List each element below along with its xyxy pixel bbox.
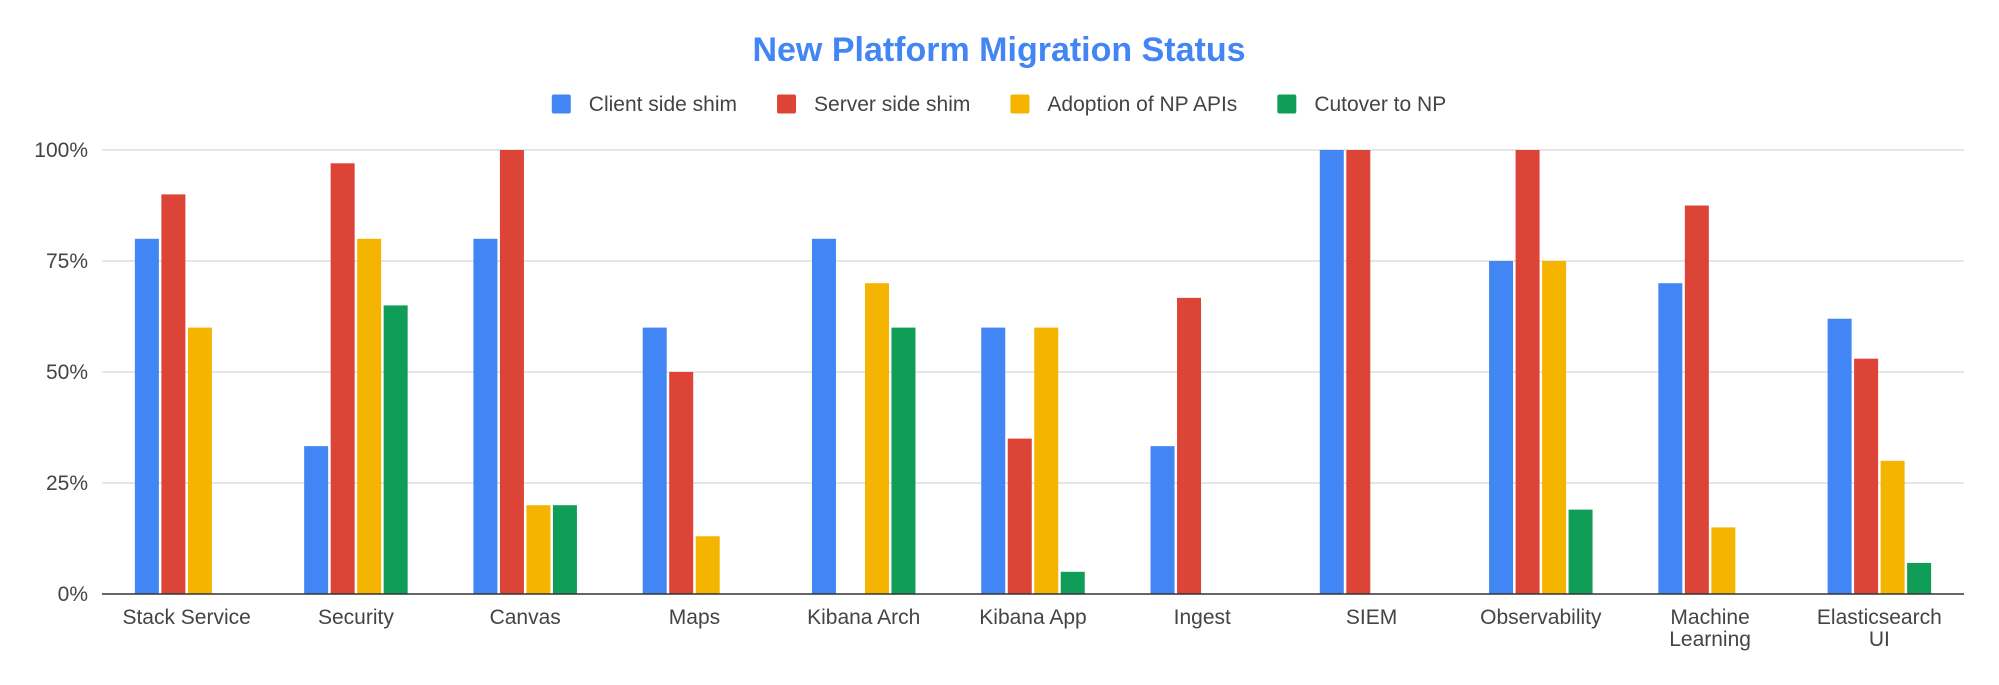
- bar: [1177, 297, 1202, 594]
- x-tick-label: Elasticsearch UI: [1817, 606, 1942, 651]
- legend-item: Client side shim: [551, 93, 737, 116]
- bar: [1568, 509, 1593, 594]
- x-tick-label: Kibana App: [979, 606, 1086, 629]
- y-tick-label: 75%: [46, 250, 88, 273]
- bars: [134, 150, 1932, 595]
- x-tick-label-line: Security: [318, 606, 394, 629]
- x-tick-label-line: Observability: [1480, 606, 1602, 629]
- y-tick-label: 0%: [58, 583, 88, 606]
- bar: [1034, 327, 1059, 594]
- bar: [304, 446, 329, 594]
- bar: [1854, 358, 1879, 594]
- x-tick-label: Observability: [1480, 606, 1602, 629]
- bar: [357, 238, 382, 595]
- legend: Client side shim Server side shim Adoption…: [551, 93, 1446, 116]
- y-tick-label: 100%: [34, 139, 88, 162]
- x-tick-label: Kibana Arch: [807, 606, 920, 629]
- y-tick-label: 50%: [46, 361, 88, 384]
- x-axis-labels: Stack Service Security Canvas Maps Kibana Ar…: [122, 606, 1941, 651]
- bar: [1880, 460, 1905, 594]
- bar: [981, 327, 1006, 594]
- x-tick-label: Ingest: [1174, 606, 1231, 629]
- x-tick-label-line: Learning: [1669, 628, 1751, 651]
- x-tick-label-line: Machine: [1670, 606, 1749, 629]
- bar: [669, 372, 694, 594]
- x-tick-label-line: Ingest: [1174, 606, 1231, 629]
- x-tick-label-line: SIEM: [1346, 606, 1397, 629]
- x-tick-label-line: Kibana App: [979, 606, 1086, 629]
- bar: [1684, 205, 1709, 594]
- bar: [864, 283, 889, 594]
- legend-item: Cutover to NP: [1277, 93, 1446, 116]
- bar: [1515, 150, 1540, 594]
- legend-label: Server side shim: [814, 93, 970, 116]
- bar: [1060, 571, 1085, 594]
- x-tick-label: Stack Service: [122, 606, 250, 629]
- bar: [134, 238, 159, 595]
- bar: [187, 327, 212, 594]
- bar: [1150, 446, 1175, 594]
- x-tick-label: Security: [318, 606, 394, 629]
- bar: [811, 238, 836, 595]
- gridlines: [102, 149, 1964, 484]
- x-tick-label-line: Maps: [669, 606, 720, 629]
- legend-label: Adoption of NP APIs: [1047, 93, 1237, 116]
- legend-swatch: [551, 94, 571, 114]
- x-tick-label-line: Stack Service: [122, 606, 250, 629]
- bar: [1542, 261, 1567, 594]
- legend-swatch: [1010, 94, 1030, 114]
- bar: [642, 327, 667, 594]
- legend-swatch: [777, 94, 797, 114]
- bar: [1319, 150, 1344, 594]
- bar: [526, 505, 551, 594]
- bar: [891, 327, 916, 594]
- y-tick-label: 25%: [46, 472, 88, 495]
- bar: [695, 536, 720, 594]
- bar: [161, 194, 186, 594]
- bar: [552, 505, 577, 594]
- bar: [1007, 438, 1032, 594]
- bar: [330, 163, 355, 594]
- bar: [1907, 562, 1932, 594]
- y-axis: 0% 25% 50% 75% 100%: [34, 139, 88, 606]
- x-tick-label: Maps: [669, 606, 720, 629]
- bar: [1827, 318, 1852, 594]
- x-tick-label-line: Kibana Arch: [807, 606, 920, 629]
- x-tick-label-line: Canvas: [490, 606, 561, 629]
- legend-label: Cutover to NP: [1314, 93, 1446, 116]
- bar: [1658, 283, 1683, 594]
- x-tick-label-line: Elasticsearch: [1817, 606, 1942, 629]
- bar: [473, 238, 498, 595]
- legend-swatch: [1277, 94, 1297, 114]
- chart-title: New Platform Migration Status: [752, 31, 1245, 69]
- x-tick-label-line: UI: [1869, 628, 1890, 651]
- bar: [1489, 261, 1514, 594]
- legend-item: Server side shim: [777, 93, 970, 116]
- x-tick-label: Canvas: [490, 606, 561, 629]
- bar: [383, 305, 408, 594]
- legend-label: Client side shim: [589, 93, 737, 116]
- x-tick-label: SIEM: [1346, 606, 1397, 629]
- legend-item: Adoption of NP APIs: [1010, 93, 1237, 116]
- x-tick-label: Machine Learning: [1669, 606, 1751, 651]
- bar: [499, 150, 524, 594]
- bar: [1711, 527, 1736, 594]
- bar: [1346, 150, 1371, 594]
